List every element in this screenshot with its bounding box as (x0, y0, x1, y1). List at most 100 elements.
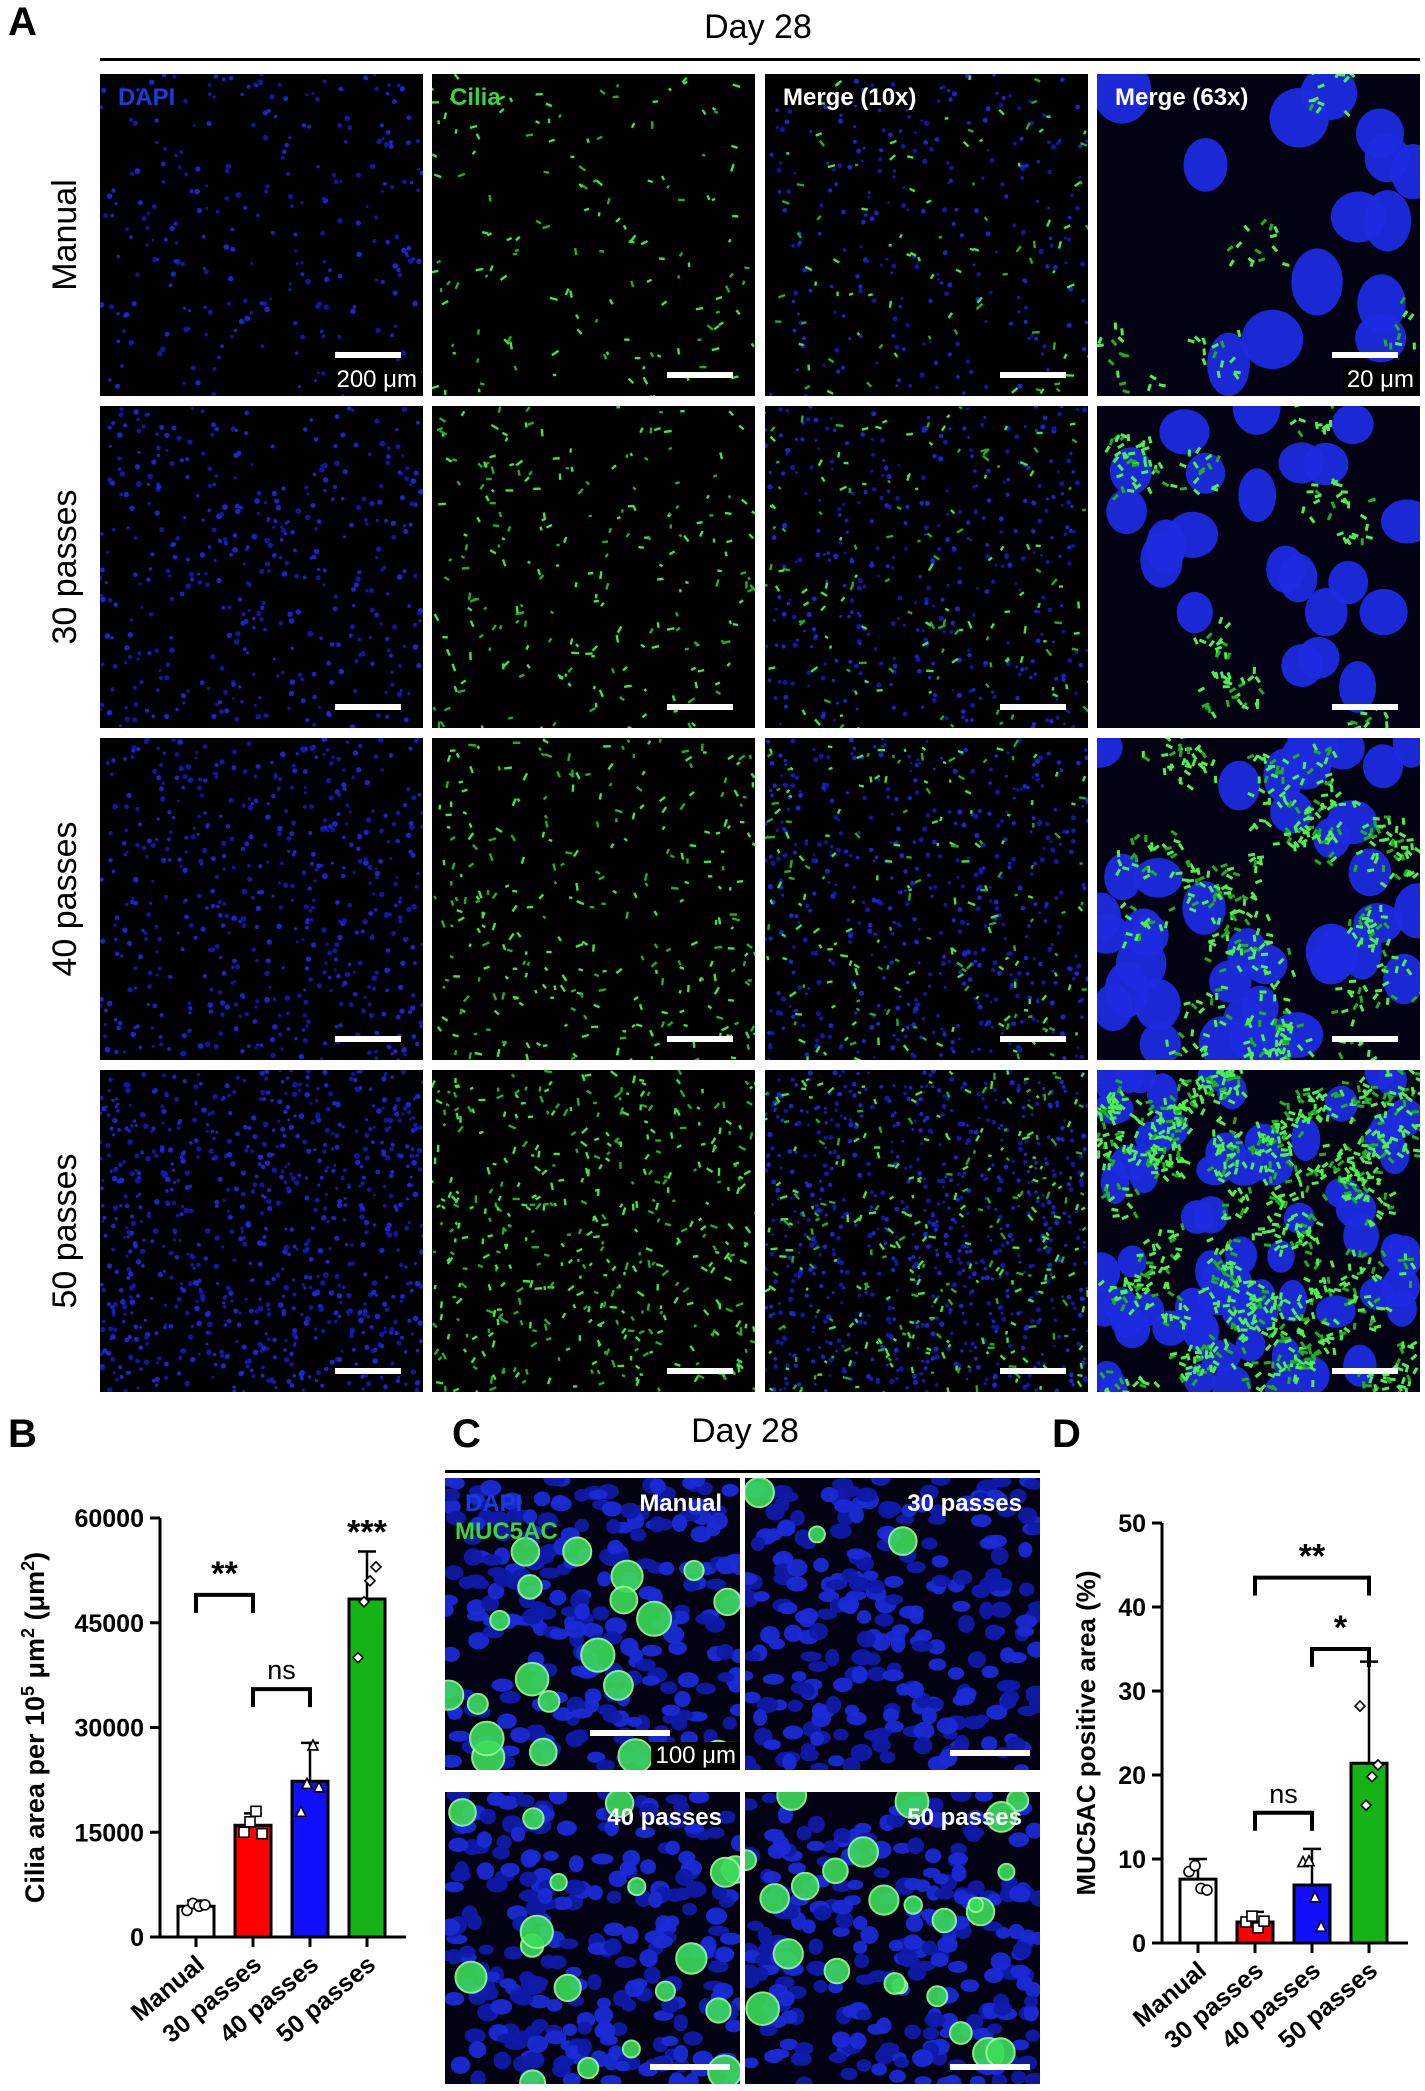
scale-bar (667, 1368, 733, 1374)
data-point (1302, 1853, 1316, 1867)
row-label-3: 40 passes (46, 821, 84, 977)
scale-bar (1000, 1368, 1066, 1374)
scale-bar (950, 1750, 1030, 1756)
y-tick-label: 45000 (74, 1610, 144, 1638)
micrograph-30-passes-col4 (1097, 406, 1420, 728)
scale-bar (1332, 352, 1398, 358)
muc5ac-micrograph-50-passes: 50 passes (745, 1792, 1040, 2084)
data-point (250, 1805, 262, 1818)
sig-bracket-manual-30 (194, 1592, 255, 1613)
y-tick-label: 40 (1118, 1594, 1146, 1622)
data-point (1189, 1859, 1201, 1872)
sig-bracket-40-50-label: * (1334, 1609, 1348, 1647)
scale-bar (950, 2064, 1030, 2070)
y-tick-label: 0 (130, 1924, 144, 1952)
muc5ac-micrograph-manual: Manual DAPI MUC5AC 100 μm (445, 1478, 740, 1770)
data-point (312, 1780, 326, 1793)
micrograph-manual-col2: Cilia (432, 74, 755, 396)
data-point (244, 1815, 256, 1828)
y-tick-label: 20 (1118, 1762, 1146, 1790)
y-tick-label: 10 (1118, 1846, 1146, 1874)
data-point (1308, 1890, 1322, 1903)
scale-bar (335, 1368, 401, 1374)
micrograph-40-passes-col4 (1097, 738, 1420, 1060)
panel-a-rule (100, 58, 1420, 61)
muc5ac-image-label: 40 passes (607, 1804, 722, 1831)
sig-bracket-30-40-label: ns (1269, 1779, 1298, 1809)
data-point (238, 1826, 250, 1839)
channel-label-1: DAPI (118, 84, 176, 111)
micrograph-50-passes-col1 (100, 1070, 423, 1392)
panel-c-letter: C (452, 1412, 481, 1456)
sig-bracket-30-50-label: ** (1299, 1538, 1326, 1576)
micrograph-40-passes-col2 (432, 738, 755, 1060)
micrograph-30-passes-col3 (765, 406, 1088, 728)
micrograph-40-passes-col1 (100, 738, 423, 1060)
scale-bar (1000, 372, 1066, 378)
channel-label-dapi: DAPI (465, 1490, 523, 1517)
channel-label-2: Cilia (450, 84, 501, 111)
scale-bar (650, 2064, 730, 2070)
sig-bracket-40-50 (1310, 1647, 1371, 1667)
data-point (1201, 1884, 1213, 1896)
micrograph-manual-col1: DAPI 200 μm (100, 74, 423, 396)
data-point (1240, 1916, 1252, 1928)
scale-bar (1332, 1036, 1398, 1042)
data-point (294, 1804, 308, 1818)
micrograph-50-passes-col4 (1097, 1070, 1420, 1392)
scale-bar (1332, 704, 1398, 710)
y-axis-label: Cilia area per 105 μm2 (μm2) (18, 1552, 50, 1903)
bar-4 (347, 1597, 387, 1939)
data-point (357, 1595, 371, 1608)
scale-bar (335, 704, 401, 710)
data-point (1246, 1910, 1258, 1922)
panel-d-letter: D (1052, 1412, 1081, 1456)
micrograph-manual-col3: Merge (10x) (765, 74, 1088, 396)
micrograph-40-passes-col3 (765, 738, 1088, 1060)
data-point (1252, 1922, 1264, 1934)
sig-bracket-30-40 (1253, 1810, 1314, 1831)
muc5ac-image-label: 30 passes (907, 1490, 1022, 1517)
bar-3 (290, 1779, 330, 1939)
scale-bar (1000, 1036, 1066, 1042)
panel-a-title: Day 28 (704, 8, 812, 46)
channel-label-muc5ac: MUC5AC (455, 1518, 558, 1545)
scale-bar (667, 704, 733, 710)
scale-bar (590, 1730, 670, 1736)
y-tick-label: 60000 (74, 1505, 144, 1533)
micrograph-30-passes-col1 (100, 406, 423, 728)
panel-b-letter: B (8, 1412, 37, 1456)
bar-3 (1292, 1883, 1332, 1945)
row-label-1: Manual (46, 179, 84, 291)
y-tick-label: 30000 (74, 1715, 144, 1743)
micrograph-manual-col4: Merge (63x) 20 μm (1097, 74, 1420, 396)
y-tick-label: 0 (1132, 1930, 1146, 1958)
channel-label-4: Merge (63x) (1115, 84, 1249, 111)
panel-a-letter: A (8, 0, 37, 44)
sig-bracket-30-40 (251, 1687, 312, 1708)
y-tick-label: 15000 (74, 1819, 144, 1847)
bar-4 (1349, 1761, 1389, 1945)
scale-bar-label: 200 μm (332, 366, 421, 394)
bar-2 (233, 1823, 273, 1939)
y-tick-label: 50 (1118, 1510, 1146, 1538)
scale-bar-label: 100 μm (651, 1742, 740, 1770)
data-point (369, 1560, 383, 1574)
data-point (1359, 1799, 1373, 1812)
scale-bar (667, 372, 733, 378)
sig-label-50: *** (347, 1514, 387, 1552)
micrograph-30-passes-col2 (432, 406, 755, 728)
scale-bar (667, 1036, 733, 1042)
sig-bracket-30-50 (1253, 1575, 1371, 1596)
muc5ac-image-label: Manual (639, 1490, 722, 1517)
data-point (199, 1899, 211, 1911)
panel-c-title: Day 28 (691, 1412, 799, 1450)
data-point (256, 1827, 268, 1840)
sig-bracket-manual-30-label: ** (211, 1555, 238, 1593)
micrograph-50-passes-col3 (765, 1070, 1088, 1392)
data-point (363, 1574, 377, 1587)
data-point (1371, 1758, 1385, 1772)
muc5ac-micrograph-30-passes: 30 passes (745, 1478, 1040, 1770)
